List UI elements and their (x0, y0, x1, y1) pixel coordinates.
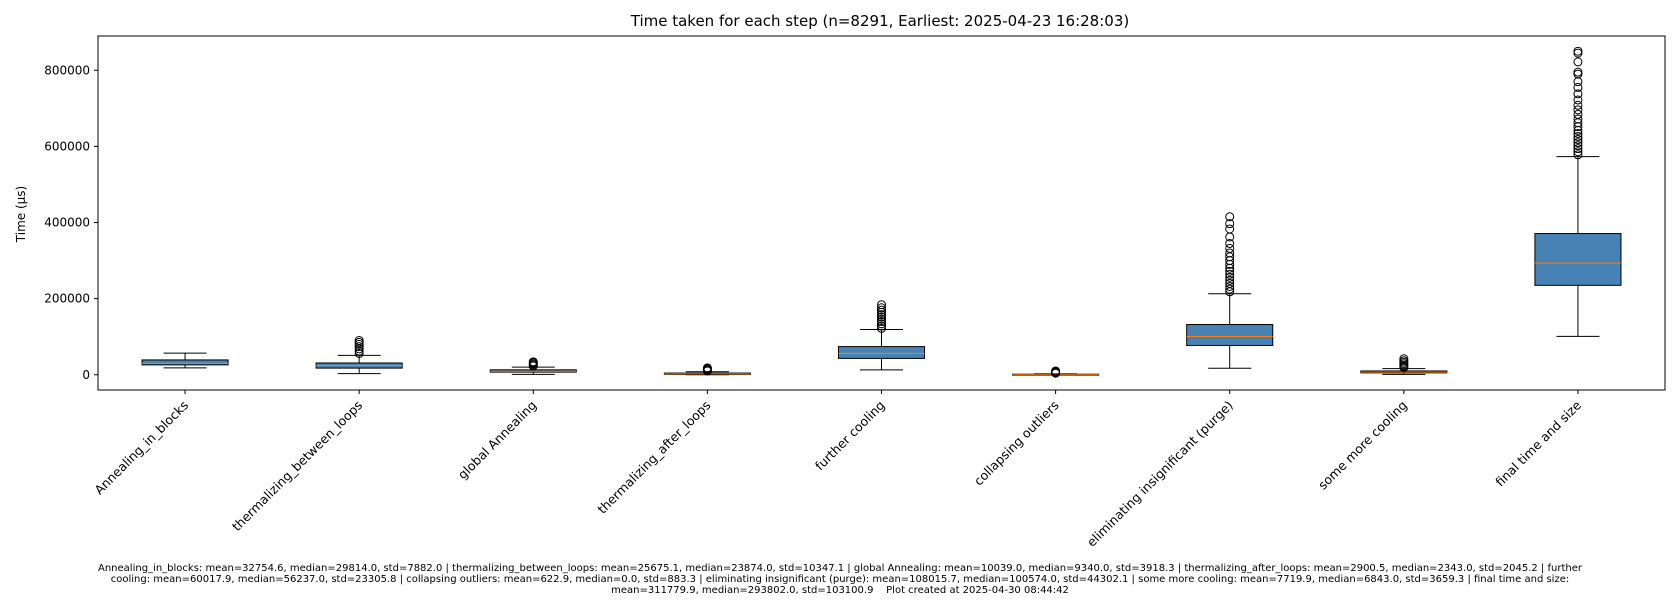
outlier-point (877, 300, 886, 310)
outlier-point (877, 316, 886, 326)
outlier-point (1225, 284, 1235, 294)
outlier-point (1573, 150, 1583, 160)
outlier-point (1573, 89, 1583, 99)
x-tick-label: some more cooling (1315, 398, 1410, 493)
plot-created-text: Plot created at 2025-04-30 08:44:42 (886, 585, 1069, 596)
outlier-point (354, 346, 364, 356)
outlier-point (1225, 238, 1235, 248)
outlier-point (1573, 114, 1583, 124)
y-tick-label: 800000 (44, 63, 90, 77)
outlier-point (1573, 144, 1583, 154)
box (1186, 324, 1274, 346)
outlier-point (1399, 354, 1409, 364)
outlier-point (1051, 366, 1061, 376)
outlier-point (1573, 109, 1583, 119)
stats-line-1: Annealing_in_blocks: mean=32754.6, media… (98, 563, 1582, 574)
statistics-footer: Annealing_in_blocks: mean=32754.6, media… (8, 563, 1672, 596)
outlier-point (877, 314, 886, 324)
x-tick-label: thermalizing_between_loops (229, 398, 365, 534)
outlier-point (1573, 138, 1583, 148)
x-tick-label: global Annealing (455, 398, 540, 483)
outlier-point (1573, 82, 1583, 92)
outlier-point (877, 321, 886, 331)
outlier-point (1573, 141, 1583, 151)
stats-line-3-text: mean=311779.9, median=293802.0, std=1031… (611, 585, 874, 596)
chart-title: Time taken for each step (n=8291, Earlie… (630, 12, 1129, 30)
outlier-point (1573, 131, 1583, 141)
outlier-point (877, 319, 886, 329)
outlier-point (877, 303, 886, 313)
outlier-point (1573, 100, 1583, 110)
outlier-point (354, 342, 364, 352)
y-tick-label: 600000 (44, 139, 90, 153)
outlier-point (1573, 147, 1583, 157)
outlier-point (702, 363, 712, 373)
outlier-point (1573, 48, 1583, 58)
outlier-point (1225, 248, 1235, 258)
x-tick-label: final time and size (1492, 397, 1584, 489)
outlier-point (1573, 105, 1583, 115)
outlier-point (1573, 95, 1583, 105)
outlier-point (1225, 266, 1235, 276)
outlier-point (1573, 67, 1583, 77)
x-tick-label: thermalizing_after_loops (594, 398, 713, 517)
y-tick-label: 0 (82, 368, 90, 382)
x-tick-label: Annealing_in_blocks (91, 398, 191, 498)
y-tick-label: 400000 (44, 216, 90, 230)
x-tick-label: collapsing outliers (971, 398, 1062, 489)
outlier-point (1225, 224, 1235, 234)
outlier-point (1225, 243, 1235, 253)
x-tick-label: eliminating insignificant (purge) (1084, 398, 1236, 550)
outlier-point (877, 305, 886, 315)
outlier-point (354, 348, 364, 358)
outlier-point (1573, 77, 1583, 87)
box (1534, 233, 1622, 286)
outlier-point (877, 310, 886, 320)
box (141, 359, 229, 366)
stats-line-2: cooling: mean=60017.9, median=56237.0, s… (110, 574, 1570, 585)
outlier-point (1225, 269, 1235, 279)
outlier-point (1573, 57, 1583, 67)
outlier-point (877, 323, 886, 333)
outlier-point (1225, 281, 1235, 291)
outlier-point (354, 336, 364, 346)
y-axis-label: Time (µs) (14, 186, 28, 243)
outlier-point (1225, 272, 1235, 282)
outlier-point (1573, 135, 1583, 145)
plot-area: 0 200000 400000 600000 800000 Annealing_in_bl… (44, 35, 1666, 550)
y-tick-label: 200000 (44, 292, 90, 306)
outlier-point (1573, 46, 1583, 56)
outlier-point (877, 312, 886, 322)
outlier-point (528, 357, 538, 367)
outlier-point (1225, 219, 1235, 229)
box (837, 346, 926, 359)
x-tick-label: further cooling (812, 398, 888, 474)
outlier-point (1573, 69, 1583, 79)
outlier-point (1225, 275, 1235, 285)
outlier-point (1225, 278, 1235, 288)
outlier-point (1225, 212, 1235, 222)
outlier-point (1573, 128, 1583, 138)
stats-line-3: mean=311779.9, median=293802.0, std=1031… (8, 585, 1672, 596)
